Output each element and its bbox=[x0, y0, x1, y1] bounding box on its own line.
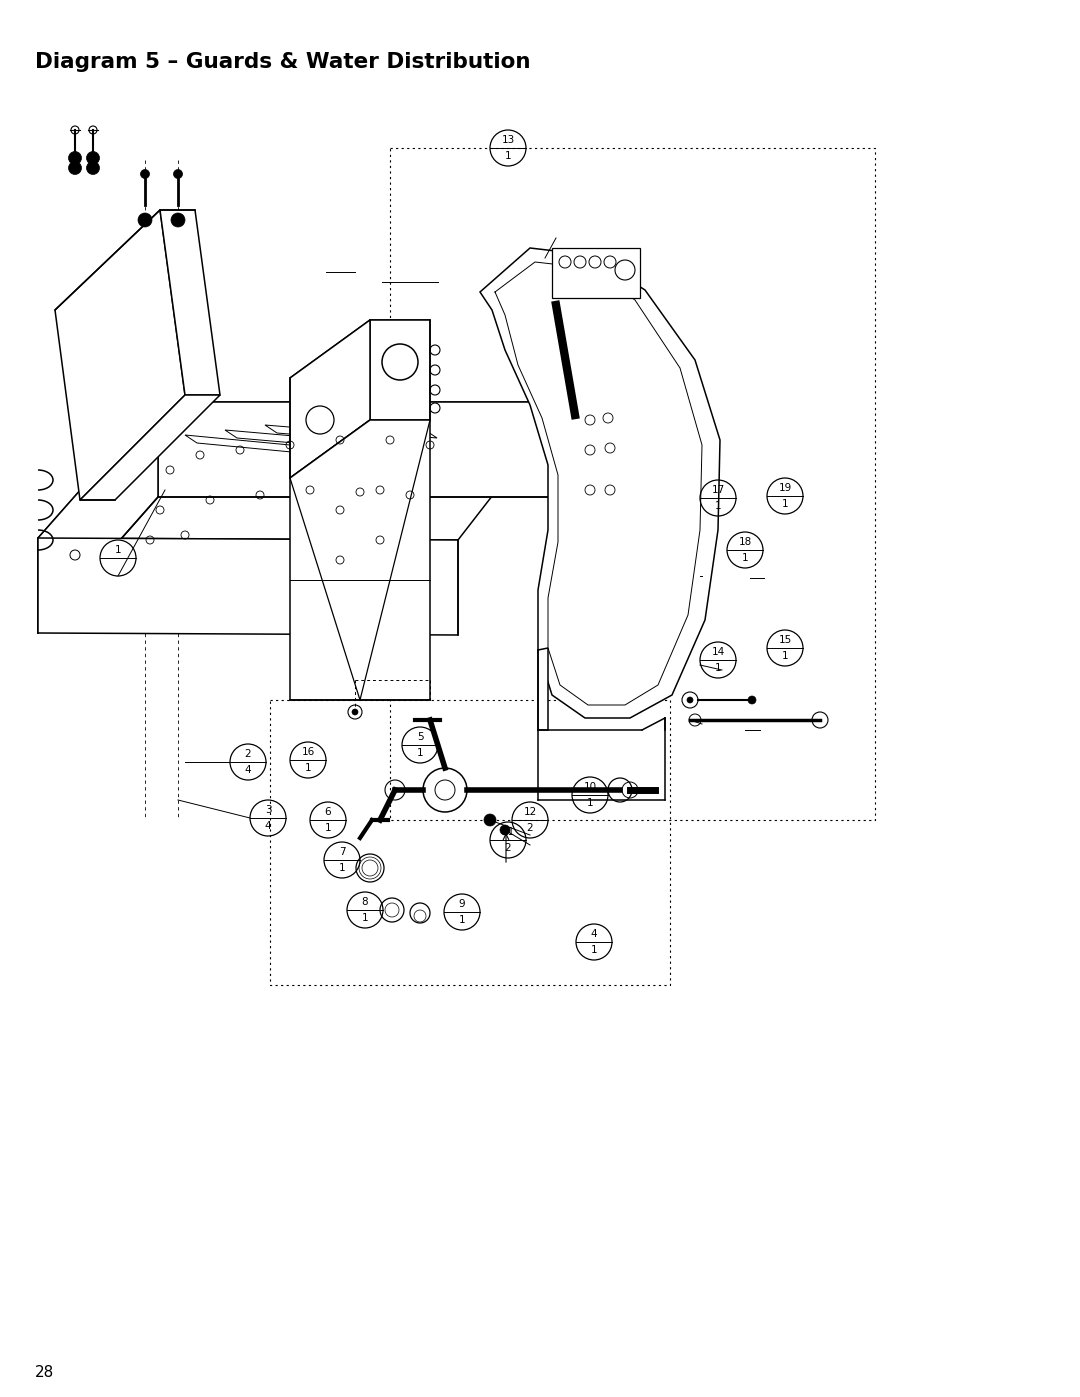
Circle shape bbox=[500, 826, 510, 835]
Circle shape bbox=[687, 697, 693, 703]
Circle shape bbox=[86, 162, 99, 175]
Text: 9: 9 bbox=[459, 900, 465, 909]
Text: 10: 10 bbox=[583, 782, 596, 792]
Text: 2: 2 bbox=[504, 842, 511, 852]
Text: 1: 1 bbox=[742, 553, 748, 563]
Circle shape bbox=[141, 217, 149, 224]
Text: 1: 1 bbox=[325, 823, 332, 833]
Circle shape bbox=[748, 696, 756, 704]
Text: 4: 4 bbox=[591, 929, 597, 939]
Circle shape bbox=[140, 169, 149, 179]
Text: 17: 17 bbox=[712, 485, 725, 496]
Polygon shape bbox=[55, 210, 185, 500]
Circle shape bbox=[68, 162, 81, 175]
Polygon shape bbox=[160, 210, 220, 395]
Circle shape bbox=[86, 151, 99, 165]
Polygon shape bbox=[538, 648, 548, 731]
Text: 1: 1 bbox=[782, 499, 788, 509]
Text: 1: 1 bbox=[305, 763, 311, 773]
Text: 18: 18 bbox=[739, 538, 752, 548]
Text: 1: 1 bbox=[715, 662, 721, 672]
Text: 1: 1 bbox=[362, 912, 368, 922]
Polygon shape bbox=[291, 420, 430, 700]
Circle shape bbox=[171, 212, 185, 226]
Text: 1: 1 bbox=[782, 651, 788, 661]
Text: 4: 4 bbox=[265, 820, 271, 831]
Text: 2: 2 bbox=[245, 749, 252, 760]
Text: 1: 1 bbox=[114, 545, 121, 556]
Circle shape bbox=[174, 217, 183, 224]
Polygon shape bbox=[38, 402, 565, 541]
Polygon shape bbox=[158, 402, 565, 497]
Text: 8: 8 bbox=[362, 897, 368, 908]
Circle shape bbox=[352, 710, 357, 715]
Polygon shape bbox=[185, 434, 302, 453]
Text: 7: 7 bbox=[339, 848, 346, 858]
Text: 28: 28 bbox=[35, 1365, 54, 1380]
Text: 1: 1 bbox=[715, 500, 721, 510]
Text: 1: 1 bbox=[591, 944, 597, 954]
Text: 5: 5 bbox=[417, 732, 423, 742]
Polygon shape bbox=[38, 538, 458, 636]
Circle shape bbox=[174, 169, 183, 179]
Text: 3: 3 bbox=[265, 806, 271, 816]
Polygon shape bbox=[80, 395, 220, 500]
Text: 2: 2 bbox=[527, 823, 534, 833]
Text: 19: 19 bbox=[779, 483, 792, 493]
Text: 1: 1 bbox=[504, 151, 511, 161]
Text: 4: 4 bbox=[245, 764, 252, 774]
Polygon shape bbox=[265, 425, 397, 443]
Text: Diagram 5 – Guards & Water Distribution: Diagram 5 – Guards & Water Distribution bbox=[35, 52, 530, 73]
Circle shape bbox=[138, 212, 152, 226]
Polygon shape bbox=[480, 249, 720, 718]
Text: 1: 1 bbox=[417, 747, 423, 757]
Text: 16: 16 bbox=[301, 747, 314, 757]
Polygon shape bbox=[291, 320, 430, 379]
Polygon shape bbox=[310, 420, 437, 439]
Text: 11: 11 bbox=[501, 827, 515, 837]
Text: 14: 14 bbox=[712, 647, 725, 658]
Text: 1: 1 bbox=[586, 798, 593, 807]
Polygon shape bbox=[552, 249, 640, 298]
Text: 12: 12 bbox=[524, 807, 537, 817]
Polygon shape bbox=[225, 430, 352, 448]
Polygon shape bbox=[38, 402, 158, 633]
Text: 1: 1 bbox=[339, 862, 346, 873]
Text: 6: 6 bbox=[325, 807, 332, 817]
Polygon shape bbox=[291, 320, 370, 478]
Text: 13: 13 bbox=[501, 136, 515, 145]
Text: 15: 15 bbox=[779, 636, 792, 645]
Polygon shape bbox=[370, 320, 430, 420]
Text: 1: 1 bbox=[459, 915, 465, 925]
Circle shape bbox=[68, 151, 81, 165]
Circle shape bbox=[484, 814, 496, 826]
